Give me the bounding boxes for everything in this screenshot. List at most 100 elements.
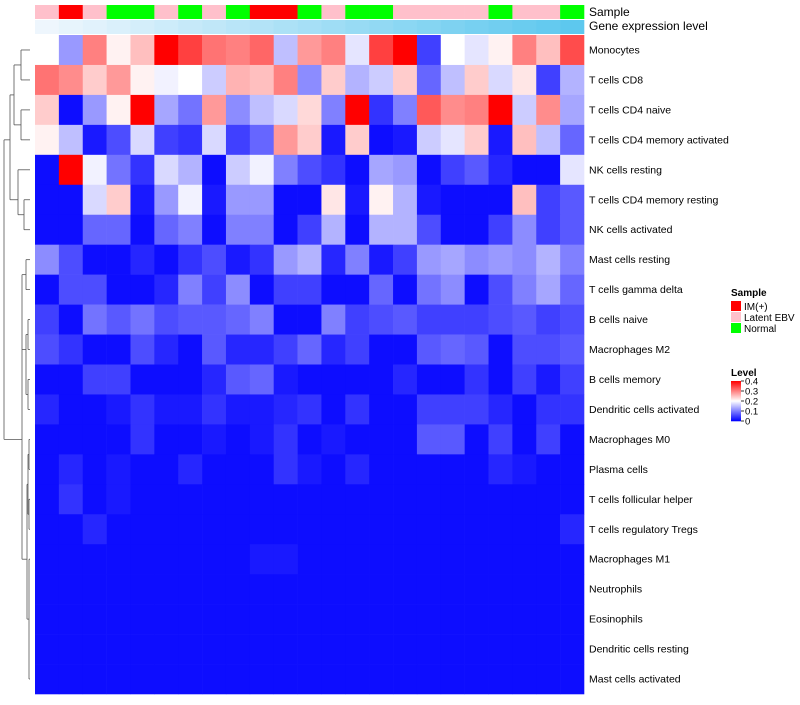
gene-level-cell: [345, 20, 370, 34]
heatmap-cell: [106, 274, 131, 305]
heatmap-cell: [35, 514, 60, 545]
heatmap-cell: [560, 94, 585, 126]
heatmap-cell: [35, 214, 60, 245]
heatmap-cell: [130, 64, 155, 96]
heatmap-cell: [58, 364, 84, 395]
heatmap-cell: [225, 94, 251, 126]
heatmap-cell: [35, 64, 60, 96]
heatmap-cell: [345, 124, 370, 156]
heatmap-cell: [202, 334, 227, 365]
heatmap-cell: [536, 634, 561, 665]
heatmap-cell: [35, 334, 60, 365]
heatmap-cell: [106, 514, 131, 545]
heatmap-cell: [321, 574, 346, 605]
heatmap-cell: [273, 604, 298, 635]
heatmap-cell: [225, 664, 251, 695]
heatmap-cell: [35, 124, 60, 156]
heatmap-cell: [202, 214, 227, 245]
heatmap-cell: [536, 454, 561, 485]
heatmap-cell: [202, 484, 227, 515]
heatmap-cell: [345, 604, 370, 635]
heatmap-cell: [416, 574, 442, 605]
heatmap-cell: [273, 514, 298, 545]
heatmap-cell: [512, 64, 537, 96]
row-label: NK cells resting: [589, 164, 662, 176]
gene-level-cell: [512, 20, 537, 34]
heatmap-cell: [345, 364, 370, 395]
heatmap-cell: [369, 604, 394, 635]
heatmap-cell: [249, 664, 274, 695]
heatmap-cell: [130, 514, 155, 545]
heatmap-cell: [249, 214, 274, 245]
heatmap-cell: [488, 424, 513, 455]
colorbar-segment: [731, 390, 741, 392]
heatmap-cell: [249, 274, 274, 305]
gene-level-cell: [225, 20, 251, 34]
heatmap-cell: [273, 424, 298, 455]
heatmap-cell: [536, 154, 561, 186]
heatmap-cell: [249, 184, 274, 216]
colorbar-segment: [731, 384, 741, 386]
heatmap-cell: [512, 154, 537, 186]
gene-level-cell: [178, 20, 203, 34]
row-label: Macrophages M1: [589, 554, 670, 566]
sample-annotation-cell: [440, 5, 465, 19]
heatmap-cell: [488, 184, 513, 216]
heatmap-cell: [393, 214, 418, 245]
heatmap-cell: [106, 364, 131, 395]
heatmap-cell: [273, 124, 298, 156]
heatmap-cell: [106, 35, 131, 66]
heatmap-cell: [512, 544, 537, 575]
heatmap-cell: [273, 64, 298, 96]
sample-annotation-cell: [178, 5, 203, 19]
heatmap-cell: [369, 424, 394, 455]
heatmap-cell: [178, 274, 203, 305]
heatmap-cell: [464, 484, 489, 515]
heatmap-cell: [249, 64, 274, 96]
row-label: Mast cells activated: [589, 674, 681, 686]
heatmap-cell: [416, 304, 442, 335]
heatmap-cell: [106, 394, 131, 425]
heatmap-cell: [464, 424, 489, 455]
heatmap-cell: [249, 544, 274, 575]
heatmap-cell: [536, 244, 561, 275]
gene-level-cell: [369, 20, 394, 34]
heatmap-cell: [249, 394, 274, 425]
heatmap-cell: [488, 274, 513, 305]
heatmap-cell: [202, 364, 227, 395]
heatmap-cell: [512, 214, 537, 245]
heatmap-cell: [560, 484, 585, 515]
heatmap-cell: [82, 94, 107, 126]
heatmap-cell: [512, 184, 537, 216]
sample-annotation-cell: [82, 5, 107, 19]
heatmap-cell: [488, 484, 513, 515]
heatmap-cell: [130, 544, 155, 575]
heatmap-cell: [440, 664, 465, 695]
heatmap-cell: [202, 244, 227, 275]
heatmap-cell: [178, 64, 203, 96]
heatmap-cell: [225, 574, 251, 605]
heatmap-cell: [488, 544, 513, 575]
sample-annotation-cell: [512, 5, 537, 19]
row-label: B cells memory: [589, 374, 662, 386]
heatmap-cell: [225, 214, 251, 245]
heatmap-cell: [416, 394, 442, 425]
heatmap-cell: [130, 94, 155, 126]
heatmap-cell: [82, 394, 107, 425]
heatmap-cell: [154, 35, 179, 66]
heatmap-cell: [345, 634, 370, 665]
colorbar-segment: [731, 405, 741, 407]
heatmap-cell: [249, 364, 274, 395]
heatmap-cell: [225, 334, 251, 365]
heatmap-cell: [106, 334, 131, 365]
colorbar-segment: [731, 420, 741, 422]
colorbar-segment: [731, 383, 741, 385]
heatmap-cell: [202, 514, 227, 545]
heatmap-cell: [225, 544, 251, 575]
row-label: Monocytes: [589, 44, 640, 56]
heatmap-cell: [560, 35, 585, 66]
colorbar-segment: [731, 391, 741, 393]
heatmap-cell: [345, 184, 370, 216]
heatmap-cell: [202, 35, 227, 66]
